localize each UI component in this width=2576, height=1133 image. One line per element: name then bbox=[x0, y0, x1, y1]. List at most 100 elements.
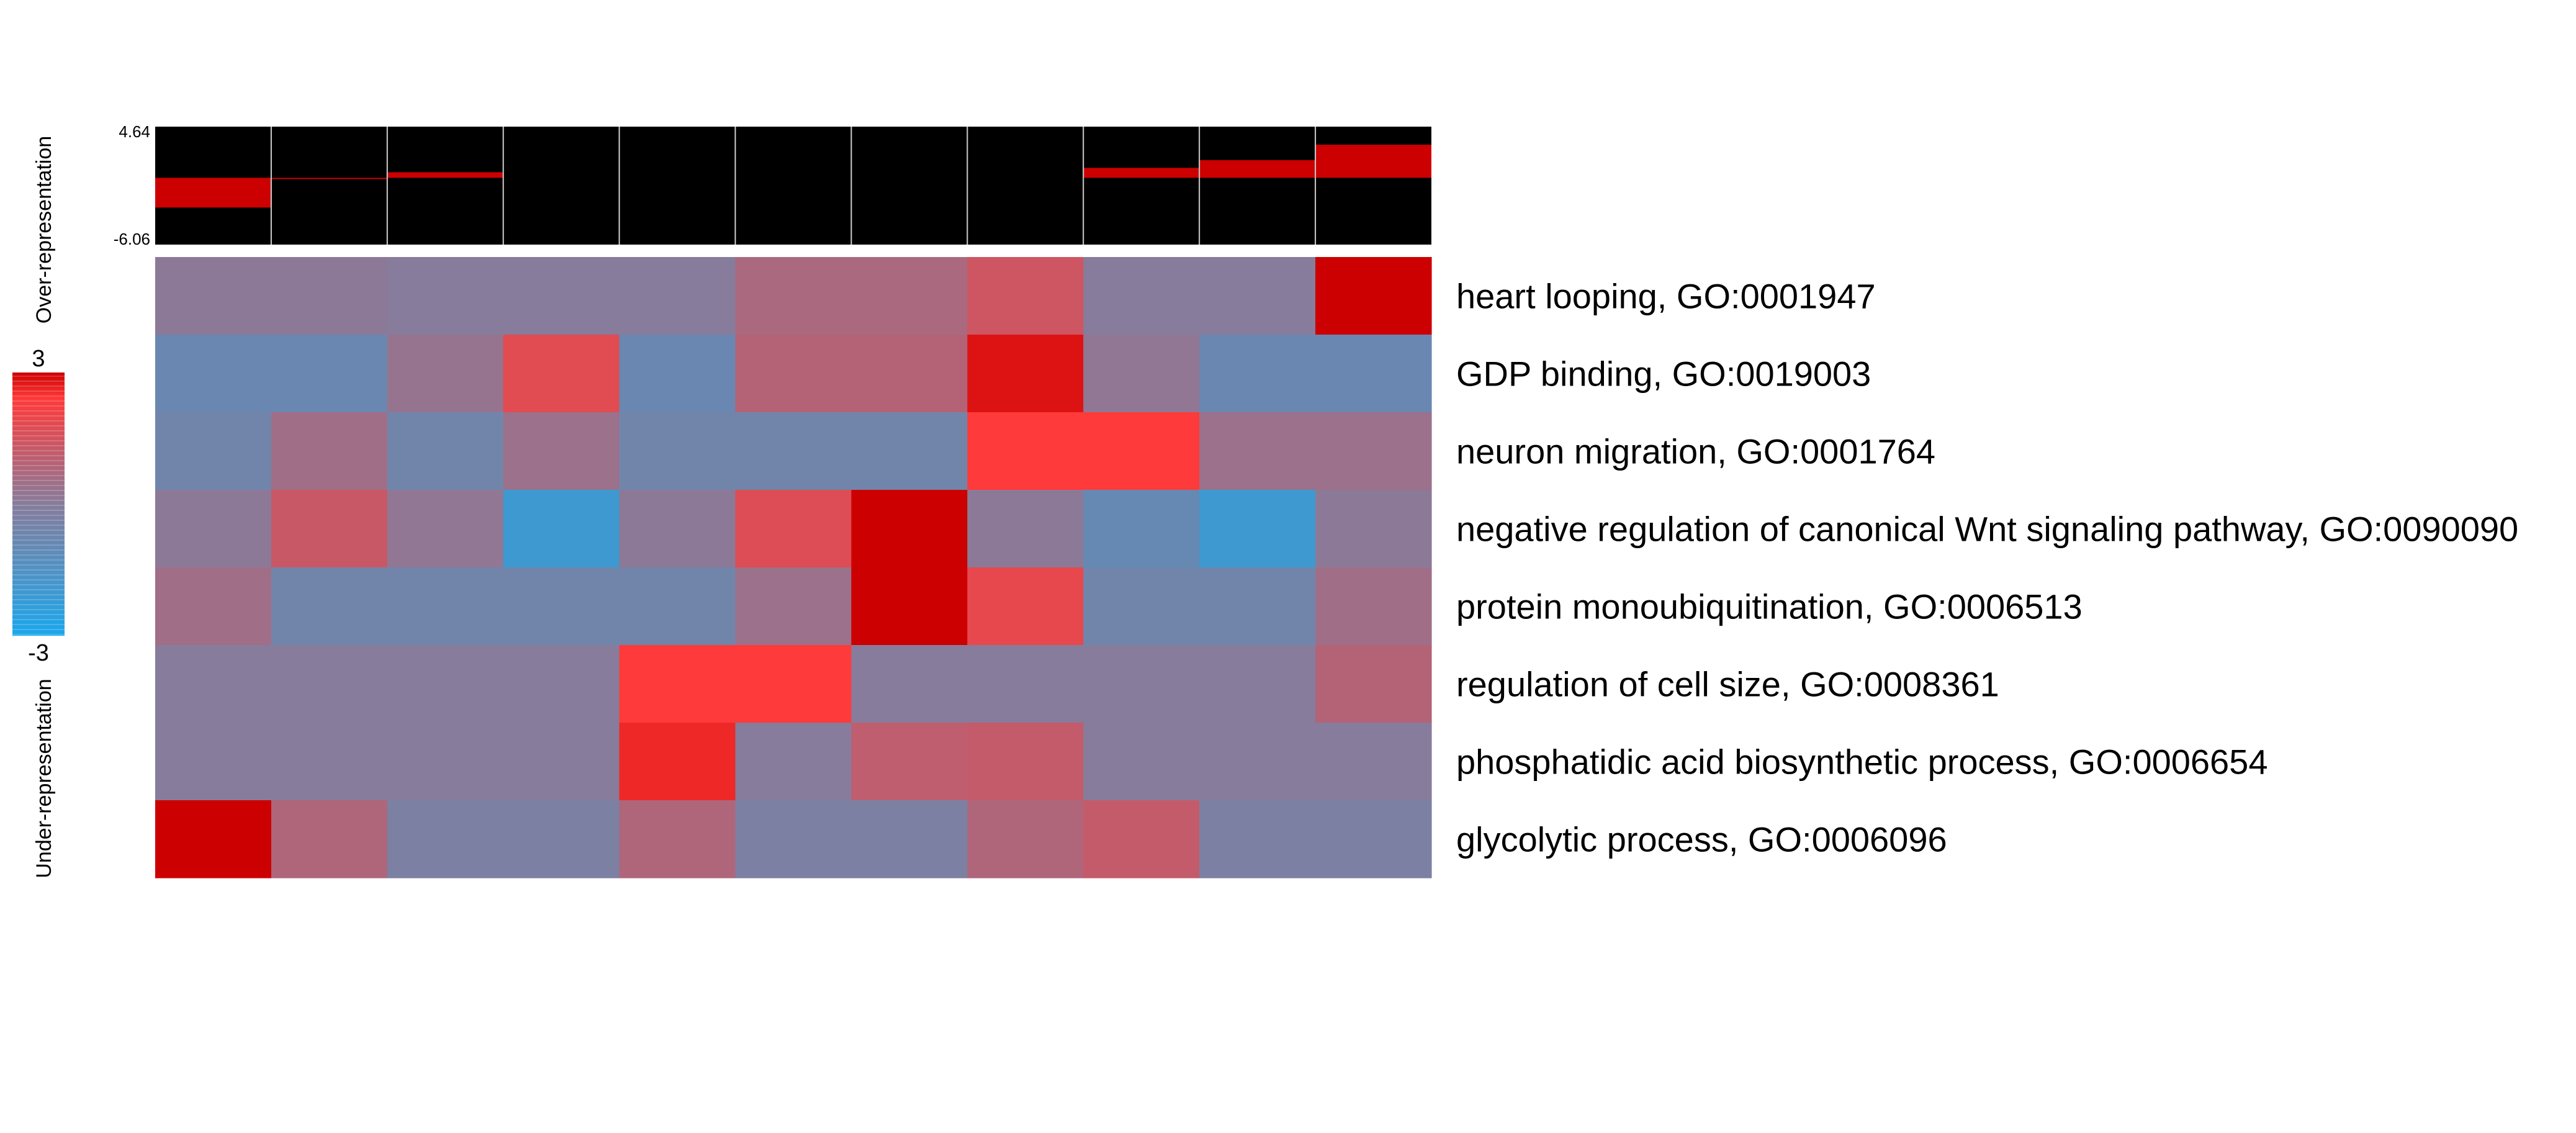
heatmap-cell bbox=[155, 412, 272, 490]
row-label: protein monoubiquitination, GO:0006513 bbox=[1456, 587, 2083, 626]
row-label: glycolytic process, GO:0006096 bbox=[1456, 820, 1947, 859]
under-representation-label: Under-representation bbox=[32, 679, 56, 878]
heatmap-cell bbox=[851, 490, 968, 568]
heatmap-cell bbox=[503, 567, 620, 646]
heatmap-cell bbox=[619, 800, 736, 878]
heatmap-cell bbox=[851, 723, 968, 801]
bar-strip-bar bbox=[1199, 160, 1316, 178]
heatmap-cell bbox=[967, 723, 1084, 801]
heatmap-cell bbox=[851, 800, 968, 878]
bar-strip-cell bbox=[503, 127, 619, 245]
heatmap-cell bbox=[619, 567, 736, 646]
heatmap-cell bbox=[503, 490, 620, 568]
heatmap-cell bbox=[851, 645, 968, 723]
heatmap-cell bbox=[735, 723, 852, 801]
heatmap-cell bbox=[967, 257, 1084, 335]
heatmap-cell bbox=[851, 257, 968, 335]
bar-strip-bar bbox=[271, 178, 387, 179]
heatmap-cell bbox=[735, 412, 852, 490]
heatmap-cell bbox=[619, 490, 736, 568]
row-label: phosphatidic acid biosynthetic process, … bbox=[1456, 743, 2268, 782]
heatmap-cell bbox=[619, 335, 736, 413]
heatmap-cell bbox=[387, 412, 504, 490]
heatmap-cell bbox=[1315, 800, 1432, 878]
heatmap-cell bbox=[851, 567, 968, 646]
heatmap-cell bbox=[619, 723, 736, 801]
bar-strip-bar bbox=[1315, 145, 1431, 178]
heatmap-cell bbox=[271, 412, 388, 490]
heatmap-cell bbox=[155, 723, 272, 801]
bar-strip-cell bbox=[1199, 127, 1316, 245]
heatmap-cell bbox=[271, 257, 388, 335]
over-representation-label: Over-representation bbox=[32, 136, 56, 323]
heatmap-cell bbox=[967, 412, 1084, 490]
bar-strip-ymax-label: 4.64 bbox=[119, 122, 150, 141]
heatmap-cell bbox=[967, 800, 1084, 878]
heatmap-cell bbox=[503, 412, 620, 490]
heatmap-cell bbox=[155, 645, 272, 723]
heatmap-cell bbox=[155, 800, 272, 878]
color-scale-max-label: 3 bbox=[32, 346, 45, 372]
heatmap-cell bbox=[1199, 412, 1316, 490]
heatmap-cell bbox=[1199, 800, 1316, 878]
heatmap-cell bbox=[851, 412, 968, 490]
bar-strip-cell bbox=[1083, 127, 1200, 245]
bar-strip-cell bbox=[387, 127, 503, 245]
bar-strip-bar bbox=[1083, 168, 1200, 178]
heatmap-cell bbox=[1083, 567, 1200, 646]
heatmap-cell bbox=[851, 335, 968, 413]
heatmap-cell bbox=[1199, 723, 1316, 801]
heatmap-cell bbox=[387, 335, 504, 413]
heatmap-cell bbox=[387, 567, 504, 646]
heatmap-cell bbox=[735, 490, 852, 568]
bar-strip-bar bbox=[155, 178, 271, 208]
heatmap-cell bbox=[1083, 412, 1200, 490]
bar-strip-cell bbox=[851, 127, 968, 245]
heatmap-cell bbox=[735, 257, 852, 335]
row-label: regulation of cell size, GO:0008361 bbox=[1456, 665, 1999, 704]
heatmap-cell bbox=[155, 257, 272, 335]
heatmap-cell bbox=[1083, 490, 1200, 568]
row-label: negative regulation of canonical Wnt sig… bbox=[1456, 510, 2518, 549]
heatmap-cell bbox=[967, 490, 1084, 568]
heatmap-cell bbox=[1199, 567, 1316, 646]
heatmap-cell bbox=[271, 800, 388, 878]
heatmap-cell bbox=[619, 412, 736, 490]
heatmap-cell bbox=[1199, 335, 1316, 413]
heatmap-cell bbox=[387, 490, 504, 568]
heatmap-cell bbox=[503, 723, 620, 801]
heatmap-cell bbox=[271, 335, 388, 413]
heatmap-cell bbox=[1199, 257, 1316, 335]
heatmap-cell bbox=[271, 567, 388, 646]
heatmap-cell bbox=[619, 645, 736, 723]
bar-strip-cell bbox=[1315, 127, 1431, 245]
heatmap-cell bbox=[1315, 645, 1432, 723]
heatmap-cell bbox=[1315, 335, 1432, 413]
heatmap-cell bbox=[503, 257, 620, 335]
heatmap-cell bbox=[387, 723, 504, 801]
row-label: heart looping, GO:0001947 bbox=[1456, 277, 1876, 316]
heatmap-cell bbox=[1315, 257, 1432, 335]
heatmap-cell bbox=[155, 490, 272, 568]
heatmap-cell bbox=[967, 567, 1084, 646]
heatmap-cell bbox=[271, 723, 388, 801]
heatmap-cell bbox=[503, 335, 620, 413]
color-scale-min-label: -3 bbox=[28, 640, 49, 666]
heatmap-cell bbox=[735, 645, 852, 723]
color-scale-bar bbox=[12, 372, 65, 636]
row-label: neuron migration, GO:0001764 bbox=[1456, 432, 1935, 471]
heatmap-cell bbox=[271, 645, 388, 723]
heatmap-cell bbox=[1083, 335, 1200, 413]
heatmap-cell bbox=[1083, 645, 1200, 723]
heatmap-cell bbox=[503, 800, 620, 878]
heatmap-cell bbox=[619, 257, 736, 335]
bar-strip-cell bbox=[967, 127, 1084, 245]
bar-strip-bar bbox=[387, 172, 503, 178]
heatmap-cell bbox=[735, 335, 852, 413]
bar-strip-ymin-label: -6.06 bbox=[114, 230, 150, 248]
heatmap-cell bbox=[271, 490, 388, 568]
heatmap-cell bbox=[735, 800, 852, 878]
heatmap-cell bbox=[1315, 567, 1432, 646]
